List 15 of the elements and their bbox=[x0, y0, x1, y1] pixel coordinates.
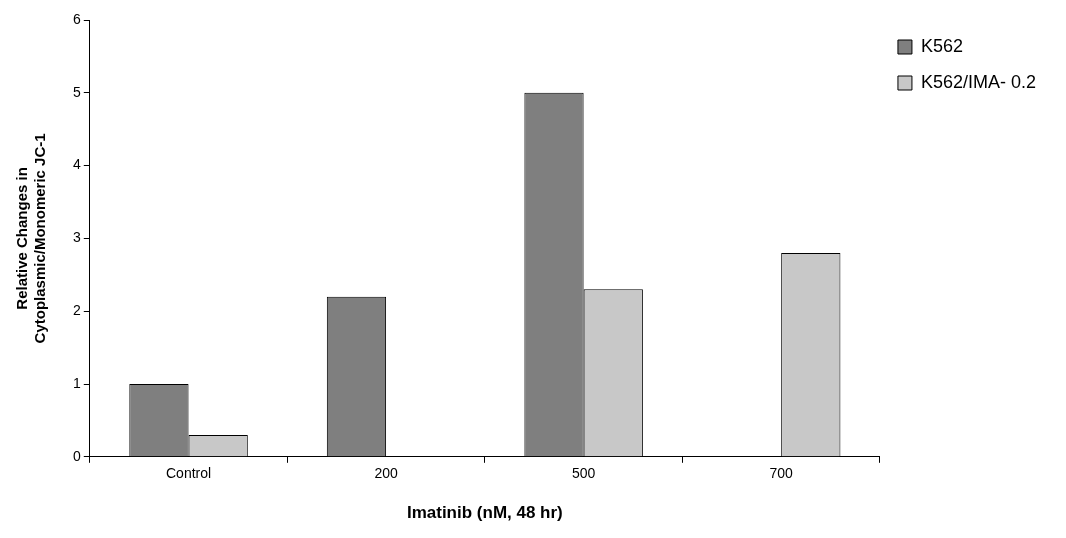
y-tick-label: 3 bbox=[72, 229, 81, 246]
y-tick-label: 6 bbox=[72, 10, 81, 27]
x-tick-label: 700 bbox=[769, 465, 794, 482]
legend-label: K562 bbox=[920, 35, 963, 56]
y-tick-label: 5 bbox=[72, 83, 81, 100]
y-tick-label: 2 bbox=[72, 302, 81, 319]
legend-label: K562/IMA- 0.2 bbox=[920, 71, 1036, 92]
y-axis-title: Relative Changes in Cytoplasmic/Monomeric JC-1 bbox=[13, 133, 49, 344]
x-tick-label: Control bbox=[165, 465, 212, 482]
y-tick-label: 4 bbox=[72, 156, 81, 173]
x-axis-title: Imatinib (nM, 48 hr) bbox=[406, 503, 563, 523]
x-tick-label: 500 bbox=[571, 465, 596, 482]
x-tick-label: 200 bbox=[374, 465, 398, 482]
y-tick-label: 0 bbox=[72, 447, 81, 464]
y-tick-label: 1 bbox=[72, 374, 81, 391]
